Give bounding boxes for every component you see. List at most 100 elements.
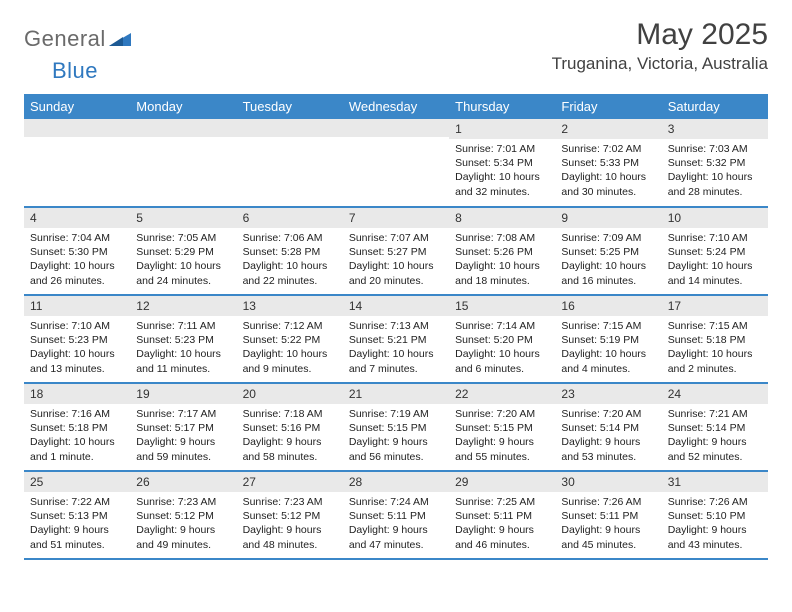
calendar-week: 1Sunrise: 7:01 AMSunset: 5:34 PMDaylight…: [24, 119, 768, 207]
calendar-cell: 4Sunrise: 7:04 AMSunset: 5:30 PMDaylight…: [24, 207, 130, 295]
day-info: Sunrise: 7:15 AMSunset: 5:18 PMDaylight:…: [662, 316, 768, 380]
day-info: Sunrise: 7:18 AMSunset: 5:16 PMDaylight:…: [237, 404, 343, 468]
day-info: Sunrise: 7:06 AMSunset: 5:28 PMDaylight:…: [237, 228, 343, 292]
day-info: Sunrise: 7:23 AMSunset: 5:12 PMDaylight:…: [237, 492, 343, 556]
weekday-header: Wednesday: [343, 94, 449, 119]
brand-name-b: Blue: [52, 58, 98, 84]
day-number: 26: [130, 472, 236, 492]
day-number: 1: [449, 119, 555, 139]
day-number: [343, 119, 449, 137]
calendar-cell: 30Sunrise: 7:26 AMSunset: 5:11 PMDayligh…: [555, 471, 661, 559]
calendar-cell: 6Sunrise: 7:06 AMSunset: 5:28 PMDaylight…: [237, 207, 343, 295]
day-number: 4: [24, 208, 130, 228]
day-info: Sunrise: 7:15 AMSunset: 5:19 PMDaylight:…: [555, 316, 661, 380]
calendar-cell: 15Sunrise: 7:14 AMSunset: 5:20 PMDayligh…: [449, 295, 555, 383]
calendar-cell: [24, 119, 130, 207]
calendar-cell: [130, 119, 236, 207]
day-number: 9: [555, 208, 661, 228]
day-info: Sunrise: 7:14 AMSunset: 5:20 PMDaylight:…: [449, 316, 555, 380]
calendar-body: 1Sunrise: 7:01 AMSunset: 5:34 PMDaylight…: [24, 119, 768, 559]
day-info: Sunrise: 7:16 AMSunset: 5:18 PMDaylight:…: [24, 404, 130, 468]
day-number: 31: [662, 472, 768, 492]
calendar-cell: 2Sunrise: 7:02 AMSunset: 5:33 PMDaylight…: [555, 119, 661, 207]
calendar-page: General May 2025 Truganina, Victoria, Au…: [0, 0, 792, 570]
calendar-week: 25Sunrise: 7:22 AMSunset: 5:13 PMDayligh…: [24, 471, 768, 559]
day-number: 3: [662, 119, 768, 139]
day-number: [237, 119, 343, 137]
day-info: Sunrise: 7:21 AMSunset: 5:14 PMDaylight:…: [662, 404, 768, 468]
day-info: Sunrise: 7:01 AMSunset: 5:34 PMDaylight:…: [449, 139, 555, 203]
day-info: Sunrise: 7:02 AMSunset: 5:33 PMDaylight:…: [555, 139, 661, 203]
calendar-head: SundayMondayTuesdayWednesdayThursdayFrid…: [24, 94, 768, 119]
calendar-cell: 24Sunrise: 7:21 AMSunset: 5:14 PMDayligh…: [662, 383, 768, 471]
calendar-week: 11Sunrise: 7:10 AMSunset: 5:23 PMDayligh…: [24, 295, 768, 383]
day-number: 7: [343, 208, 449, 228]
calendar-cell: 1Sunrise: 7:01 AMSunset: 5:34 PMDaylight…: [449, 119, 555, 207]
brand-triangle-icon: [109, 30, 131, 51]
month-title: May 2025: [552, 18, 768, 52]
day-info: Sunrise: 7:17 AMSunset: 5:17 PMDaylight:…: [130, 404, 236, 468]
calendar-cell: 11Sunrise: 7:10 AMSunset: 5:23 PMDayligh…: [24, 295, 130, 383]
day-number: 19: [130, 384, 236, 404]
day-info: Sunrise: 7:23 AMSunset: 5:12 PMDaylight:…: [130, 492, 236, 556]
calendar-cell: 3Sunrise: 7:03 AMSunset: 5:32 PMDaylight…: [662, 119, 768, 207]
day-info: Sunrise: 7:19 AMSunset: 5:15 PMDaylight:…: [343, 404, 449, 468]
location-label: Truganina, Victoria, Australia: [552, 54, 768, 74]
day-number: 23: [555, 384, 661, 404]
calendar-week: 4Sunrise: 7:04 AMSunset: 5:30 PMDaylight…: [24, 207, 768, 295]
calendar-table: SundayMondayTuesdayWednesdayThursdayFrid…: [24, 94, 768, 560]
day-number: 6: [237, 208, 343, 228]
calendar-cell: 5Sunrise: 7:05 AMSunset: 5:29 PMDaylight…: [130, 207, 236, 295]
day-number: 30: [555, 472, 661, 492]
day-info: Sunrise: 7:07 AMSunset: 5:27 PMDaylight:…: [343, 228, 449, 292]
calendar-cell: 29Sunrise: 7:25 AMSunset: 5:11 PMDayligh…: [449, 471, 555, 559]
day-number: 15: [449, 296, 555, 316]
calendar-cell: 23Sunrise: 7:20 AMSunset: 5:14 PMDayligh…: [555, 383, 661, 471]
day-info: Sunrise: 7:03 AMSunset: 5:32 PMDaylight:…: [662, 139, 768, 203]
calendar-cell: 21Sunrise: 7:19 AMSunset: 5:15 PMDayligh…: [343, 383, 449, 471]
day-info: Sunrise: 7:26 AMSunset: 5:10 PMDaylight:…: [662, 492, 768, 556]
weekday-header: Sunday: [24, 94, 130, 119]
day-number: 27: [237, 472, 343, 492]
day-info: Sunrise: 7:04 AMSunset: 5:30 PMDaylight:…: [24, 228, 130, 292]
day-info: Sunrise: 7:13 AMSunset: 5:21 PMDaylight:…: [343, 316, 449, 380]
calendar-cell: 12Sunrise: 7:11 AMSunset: 5:23 PMDayligh…: [130, 295, 236, 383]
day-info: Sunrise: 7:25 AMSunset: 5:11 PMDaylight:…: [449, 492, 555, 556]
day-number: 13: [237, 296, 343, 316]
brand-logo: General: [24, 18, 133, 52]
calendar-cell: [343, 119, 449, 207]
calendar-cell: 17Sunrise: 7:15 AMSunset: 5:18 PMDayligh…: [662, 295, 768, 383]
calendar-cell: 28Sunrise: 7:24 AMSunset: 5:11 PMDayligh…: [343, 471, 449, 559]
calendar-cell: 31Sunrise: 7:26 AMSunset: 5:10 PMDayligh…: [662, 471, 768, 559]
day-number: 22: [449, 384, 555, 404]
calendar-cell: [237, 119, 343, 207]
day-number: 16: [555, 296, 661, 316]
day-number: 12: [130, 296, 236, 316]
title-block: May 2025 Truganina, Victoria, Australia: [552, 18, 768, 74]
weekday-header: Saturday: [662, 94, 768, 119]
day-info: Sunrise: 7:10 AMSunset: 5:23 PMDaylight:…: [24, 316, 130, 380]
calendar-cell: 10Sunrise: 7:10 AMSunset: 5:24 PMDayligh…: [662, 207, 768, 295]
calendar-cell: 25Sunrise: 7:22 AMSunset: 5:13 PMDayligh…: [24, 471, 130, 559]
day-number: 10: [662, 208, 768, 228]
calendar-cell: 18Sunrise: 7:16 AMSunset: 5:18 PMDayligh…: [24, 383, 130, 471]
day-info: Sunrise: 7:22 AMSunset: 5:13 PMDaylight:…: [24, 492, 130, 556]
day-number: 28: [343, 472, 449, 492]
calendar-cell: 20Sunrise: 7:18 AMSunset: 5:16 PMDayligh…: [237, 383, 343, 471]
day-info: Sunrise: 7:26 AMSunset: 5:11 PMDaylight:…: [555, 492, 661, 556]
day-number: 24: [662, 384, 768, 404]
day-number: [24, 119, 130, 137]
calendar-cell: 16Sunrise: 7:15 AMSunset: 5:19 PMDayligh…: [555, 295, 661, 383]
calendar-cell: 13Sunrise: 7:12 AMSunset: 5:22 PMDayligh…: [237, 295, 343, 383]
day-info: Sunrise: 7:08 AMSunset: 5:26 PMDaylight:…: [449, 228, 555, 292]
weekday-header: Thursday: [449, 94, 555, 119]
day-info: Sunrise: 7:09 AMSunset: 5:25 PMDaylight:…: [555, 228, 661, 292]
day-number: 11: [24, 296, 130, 316]
day-number: 29: [449, 472, 555, 492]
day-number: 17: [662, 296, 768, 316]
brand-name-a: General: [24, 26, 106, 52]
day-info: Sunrise: 7:20 AMSunset: 5:15 PMDaylight:…: [449, 404, 555, 468]
day-info: Sunrise: 7:11 AMSunset: 5:23 PMDaylight:…: [130, 316, 236, 380]
calendar-cell: 26Sunrise: 7:23 AMSunset: 5:12 PMDayligh…: [130, 471, 236, 559]
day-number: 25: [24, 472, 130, 492]
